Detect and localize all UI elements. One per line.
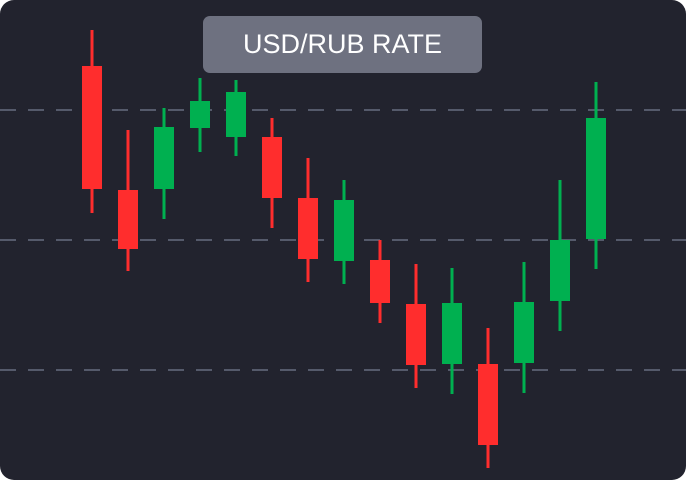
body (334, 200, 354, 261)
chart-title: USD/RUB RATE (203, 16, 482, 73)
body (154, 127, 174, 189)
body (298, 198, 318, 259)
body (550, 240, 570, 301)
body (478, 364, 498, 445)
body (514, 302, 534, 363)
body (442, 303, 462, 364)
body (586, 118, 606, 239)
body (118, 190, 138, 249)
body (262, 137, 282, 198)
body (82, 66, 102, 189)
body (370, 260, 390, 303)
body (226, 92, 246, 137)
body (406, 304, 426, 365)
body (190, 101, 210, 128)
